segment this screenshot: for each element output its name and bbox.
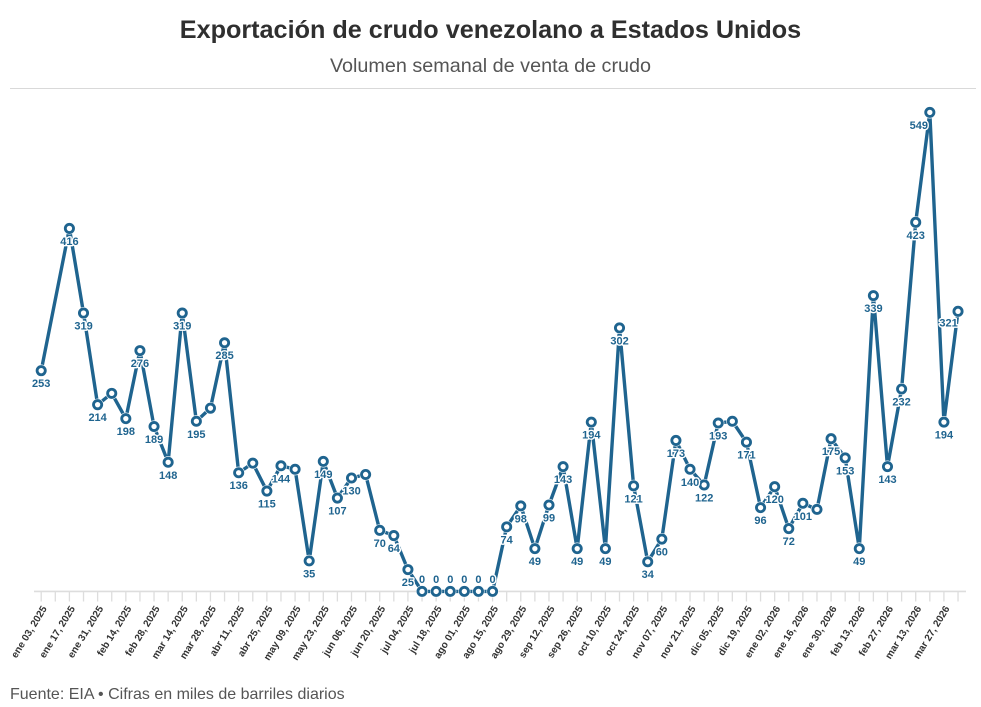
svg-text:96: 96 bbox=[754, 515, 766, 527]
svg-text:120: 120 bbox=[765, 494, 783, 506]
svg-text:285: 285 bbox=[215, 350, 233, 362]
svg-text:423: 423 bbox=[907, 230, 925, 242]
svg-text:49: 49 bbox=[853, 556, 865, 568]
svg-text:49: 49 bbox=[571, 556, 583, 568]
svg-text:148: 148 bbox=[159, 470, 177, 482]
svg-text:0: 0 bbox=[489, 574, 495, 586]
svg-text:0: 0 bbox=[433, 574, 439, 586]
svg-text:319: 319 bbox=[74, 321, 92, 333]
svg-text:321: 321 bbox=[939, 317, 957, 329]
svg-text:153: 153 bbox=[836, 465, 854, 477]
svg-text:276: 276 bbox=[131, 358, 149, 370]
svg-text:143: 143 bbox=[878, 474, 896, 486]
svg-text:0: 0 bbox=[461, 574, 467, 586]
svg-text:130: 130 bbox=[342, 485, 360, 497]
svg-text:122: 122 bbox=[695, 492, 713, 504]
svg-text:72: 72 bbox=[783, 536, 795, 548]
svg-text:35: 35 bbox=[303, 568, 315, 580]
svg-text:115: 115 bbox=[258, 499, 276, 511]
svg-text:171: 171 bbox=[737, 450, 755, 462]
svg-text:0: 0 bbox=[419, 574, 425, 586]
svg-text:98: 98 bbox=[515, 513, 527, 525]
svg-text:143: 143 bbox=[554, 474, 572, 486]
svg-text:0: 0 bbox=[447, 574, 453, 586]
svg-text:64: 64 bbox=[388, 543, 401, 555]
svg-text:0: 0 bbox=[475, 574, 481, 586]
svg-text:193: 193 bbox=[709, 431, 727, 443]
svg-text:121: 121 bbox=[624, 493, 642, 505]
svg-text:416: 416 bbox=[60, 236, 78, 248]
svg-text:302: 302 bbox=[610, 335, 628, 347]
svg-text:74: 74 bbox=[501, 534, 514, 546]
svg-text:194: 194 bbox=[935, 430, 954, 442]
svg-text:70: 70 bbox=[374, 538, 386, 550]
svg-text:144: 144 bbox=[272, 473, 291, 485]
svg-text:149: 149 bbox=[314, 469, 332, 481]
svg-text:34: 34 bbox=[642, 569, 655, 581]
svg-text:198: 198 bbox=[117, 426, 135, 438]
svg-text:214: 214 bbox=[88, 412, 107, 424]
svg-text:136: 136 bbox=[229, 480, 247, 492]
svg-text:189: 189 bbox=[145, 434, 163, 446]
svg-text:99: 99 bbox=[543, 513, 555, 525]
svg-text:173: 173 bbox=[667, 448, 685, 460]
svg-text:49: 49 bbox=[599, 556, 611, 568]
svg-text:549: 549 bbox=[910, 120, 928, 132]
svg-text:195: 195 bbox=[187, 429, 205, 441]
svg-text:339: 339 bbox=[864, 303, 882, 315]
svg-text:175: 175 bbox=[822, 446, 840, 458]
svg-text:25: 25 bbox=[402, 577, 414, 589]
svg-text:253: 253 bbox=[32, 378, 50, 390]
svg-text:232: 232 bbox=[892, 396, 910, 408]
svg-text:60: 60 bbox=[656, 547, 668, 559]
svg-text:49: 49 bbox=[529, 556, 541, 568]
svg-text:194: 194 bbox=[582, 430, 601, 442]
svg-text:319: 319 bbox=[173, 321, 191, 333]
svg-text:101: 101 bbox=[794, 511, 812, 523]
svg-text:107: 107 bbox=[328, 506, 346, 518]
svg-text:140: 140 bbox=[681, 477, 699, 489]
